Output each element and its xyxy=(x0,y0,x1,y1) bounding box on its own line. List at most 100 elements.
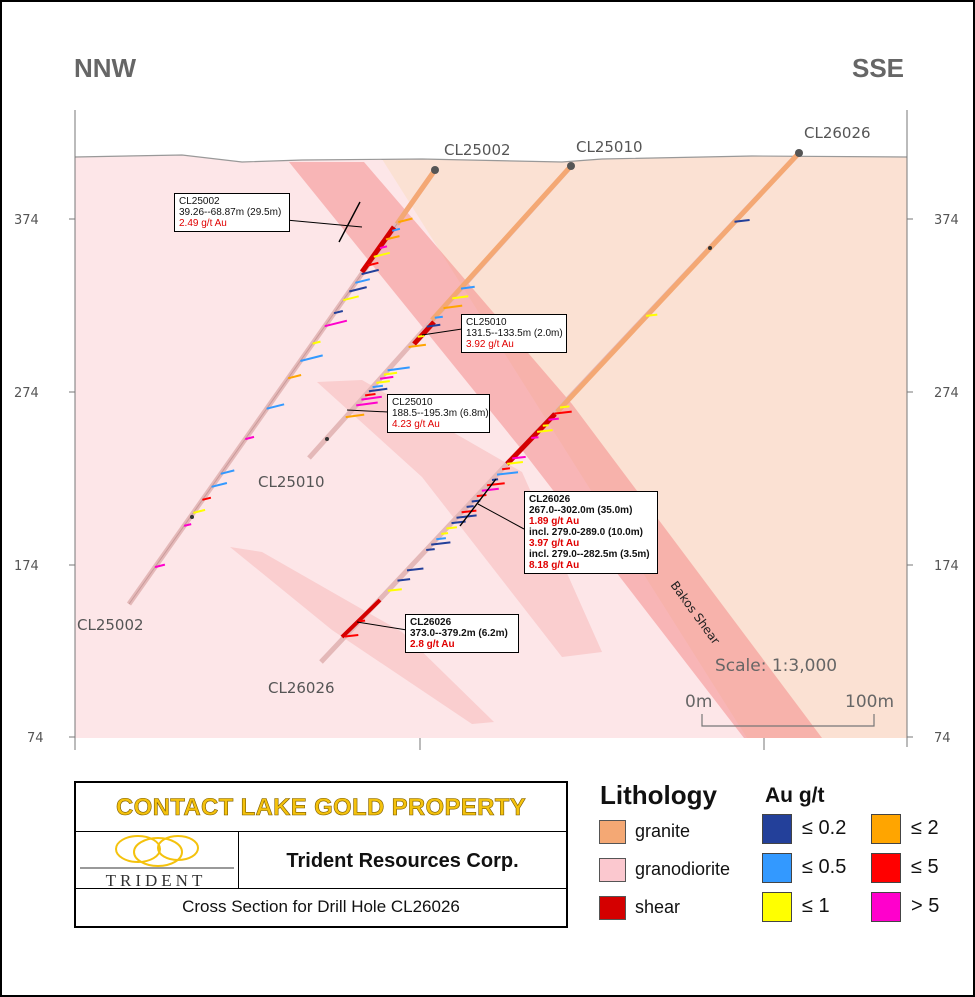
company-logo: TRIDENT xyxy=(76,832,239,890)
au-label-2: ≤ 1 xyxy=(802,895,830,917)
assay-tick xyxy=(446,526,458,530)
assay-tick xyxy=(481,487,499,492)
au-label-3: ≤ 2 xyxy=(911,817,939,839)
assay-tick xyxy=(431,541,451,546)
shear-label-legend: shear xyxy=(635,897,681,917)
assay-tick xyxy=(373,251,391,258)
assay-tick xyxy=(349,286,367,293)
drill-trace-cl25010-granite xyxy=(430,164,573,322)
assay-tick xyxy=(193,508,206,514)
granodiorite-swatch xyxy=(599,858,626,882)
assay-tick xyxy=(355,278,371,284)
label-cl25002-collar: CL25002 xyxy=(444,141,511,159)
callout-5-grade: 2.8 g/t Au xyxy=(410,639,455,650)
callout-3-grade: 4.23 g/t Au xyxy=(392,419,440,430)
au-label-1: ≤ 0.5 xyxy=(802,856,847,878)
assay-tick xyxy=(645,313,658,317)
callout-1-hole: CL25002 xyxy=(179,196,220,207)
assay-tick xyxy=(466,505,474,508)
right-label-374: 374 xyxy=(934,213,959,228)
callout-cl25010-lower: CL25010 188.5--195.3m (6.8m) 4.23 g/t Au xyxy=(387,394,490,433)
assay-tick xyxy=(542,424,549,427)
au-label-0: ≤ 0.2 xyxy=(802,817,847,839)
assay-tick xyxy=(368,387,388,393)
callout-1-grade: 2.49 g/t Au xyxy=(179,218,227,229)
assay-tick xyxy=(211,482,228,488)
callout-4-grade2: 8.18 g/t Au xyxy=(529,560,580,571)
topography-line xyxy=(74,154,908,163)
assay-tick xyxy=(486,482,505,487)
title-block: CONTACT LAKE GOLD PROPERTY TRIDENT Tride… xyxy=(74,781,568,928)
callout-cl26026-lower: CL26026 373.0--379.2m (6.2m) 2.8 g/t Au xyxy=(405,614,519,653)
left-label-74: 74 xyxy=(27,731,44,746)
marker-cl25010 xyxy=(325,437,329,441)
assay-tick xyxy=(734,219,750,223)
assay-tick xyxy=(372,384,384,389)
assay-tick xyxy=(342,295,359,302)
au-swatch-1 xyxy=(762,853,792,883)
lithology-legend-title: Lithology xyxy=(600,780,717,810)
scale-start-label: 0m xyxy=(685,692,712,712)
collar-cl26026 xyxy=(795,149,803,157)
assay-tick xyxy=(387,366,410,372)
marker-cl25002 xyxy=(190,515,194,519)
shear-swatch xyxy=(599,896,626,920)
assay-tick xyxy=(383,371,398,376)
leader-4 xyxy=(477,503,525,530)
assay-tick xyxy=(536,429,553,433)
callout-5-hole: CL26026 xyxy=(410,617,452,628)
callout-2-hole: CL25010 xyxy=(466,317,507,328)
au-label-5: > 5 xyxy=(911,895,940,917)
scale-end-label: 100m xyxy=(845,692,894,712)
scale-bar xyxy=(701,714,875,727)
assay-tick xyxy=(397,578,411,582)
shear-splay-upper xyxy=(317,380,602,657)
assay-tick xyxy=(183,523,192,527)
assay-tick xyxy=(287,374,302,380)
assay-tick xyxy=(312,340,321,345)
assay-tick xyxy=(202,496,212,501)
leader-5 xyxy=(356,621,408,631)
label-cl26026-toe: CL26026 xyxy=(268,679,335,697)
right-label-174: 174 xyxy=(934,559,959,574)
callout-4-hole: CL26026 xyxy=(529,494,571,505)
left-label-174: 174 xyxy=(14,559,39,574)
shear-splay-lower xyxy=(230,547,494,724)
au-swatch-2 xyxy=(762,892,792,922)
direction-sse: SSE xyxy=(852,53,904,83)
assay-tick xyxy=(356,401,378,407)
assay-tick xyxy=(512,455,526,460)
assay-tick xyxy=(385,235,400,241)
assay-tick xyxy=(245,435,255,441)
assay-tick xyxy=(376,380,390,384)
assay-tick xyxy=(554,410,572,415)
marker-cl26026 xyxy=(708,246,712,250)
assay-tick xyxy=(434,315,443,319)
assay-tick xyxy=(379,245,388,250)
label-cl25010-toe: CL25010 xyxy=(258,473,325,491)
callout-5-interval: 373.0--379.2m (6.2m) xyxy=(410,628,508,639)
callout-2-grade: 3.92 g/t Au xyxy=(466,339,514,350)
logo-text: TRIDENT xyxy=(106,871,207,888)
au-swatch-0 xyxy=(762,814,792,844)
assay-ticks xyxy=(154,217,750,638)
callout-4-incl2: incl. 279.0--282.5m (3.5m) xyxy=(529,549,650,560)
assay-tick xyxy=(417,334,425,338)
assay-tick xyxy=(548,417,559,421)
granite-swatch xyxy=(599,820,626,844)
leader-3 xyxy=(346,409,389,413)
assay-tick xyxy=(460,285,475,290)
assay-tick xyxy=(220,469,235,475)
label-cl26026-collar: CL26026 xyxy=(804,124,871,142)
au-legend-title: Au g/t xyxy=(765,784,825,807)
assay-tick xyxy=(300,354,323,362)
cross-section: 374 274 174 74 374 274 174 74 NNW SSE CL… xyxy=(14,53,959,750)
callout-2-interval: 131.5--133.5m (2.0m) xyxy=(466,328,563,339)
assay-tick xyxy=(559,405,570,409)
right-label-74: 74 xyxy=(934,731,951,746)
assay-tick xyxy=(531,436,539,439)
assay-tick xyxy=(324,319,348,328)
assay-tick xyxy=(436,537,447,541)
assay-tick xyxy=(408,343,427,348)
